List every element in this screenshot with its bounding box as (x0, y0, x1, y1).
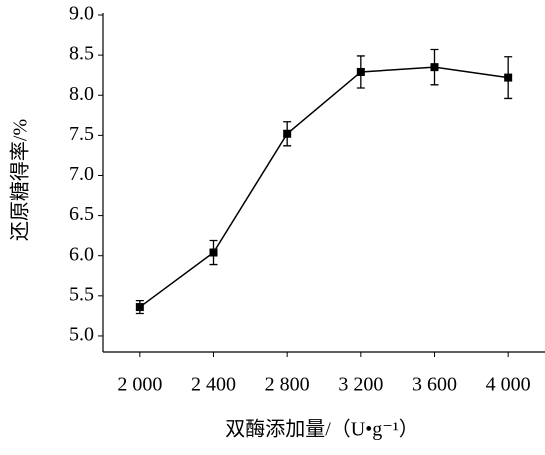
x-tick-label: 3 200 (338, 374, 383, 396)
y-axis-label: 还原糖得率/% (9, 119, 32, 241)
y-tick-label: 8.0 (69, 83, 94, 105)
y-tick-label: 7.0 (69, 163, 94, 185)
y-tick-label: 9.0 (69, 3, 94, 25)
marker (504, 73, 513, 82)
x-tick-label: 2 400 (191, 374, 236, 396)
y-tick-label: 6.5 (69, 203, 94, 225)
y-tick-label: 5.5 (69, 283, 94, 305)
x-axis-label: 双酶添加量/（U•g⁻¹） (225, 418, 419, 441)
y-tick-label: 6.0 (69, 243, 94, 265)
x-tick-label: 2 800 (265, 374, 310, 396)
marker (430, 63, 439, 72)
marker (283, 129, 292, 138)
marker (209, 248, 218, 257)
x-tick-label: 2 000 (117, 374, 162, 396)
marker (356, 67, 365, 76)
x-tick-label: 3 600 (412, 374, 457, 396)
y-tick-label: 8.5 (69, 43, 94, 65)
x-tick-label: 4 000 (486, 374, 531, 396)
y-tick-label: 7.5 (69, 123, 94, 145)
data-line (139, 66, 509, 308)
y-tick-label: 5.0 (69, 324, 94, 346)
marker (135, 303, 144, 312)
